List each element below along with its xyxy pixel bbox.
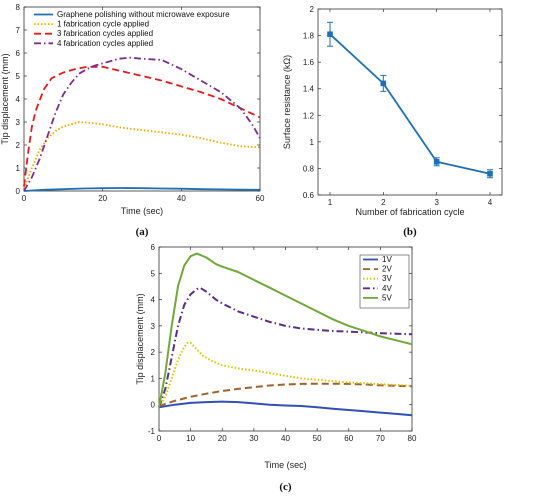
y-tick-label: 2 bbox=[16, 141, 21, 150]
x-tick-label: 30 bbox=[249, 434, 258, 443]
x-tick-label: 40 bbox=[177, 194, 186, 203]
y-tick-label: 0 bbox=[151, 401, 156, 410]
series-line bbox=[158, 252, 413, 408]
panel-label: (a) bbox=[136, 226, 149, 238]
y-tick-label: 7 bbox=[16, 26, 21, 35]
legend-label: 1 fabrication cycle applied bbox=[57, 20, 149, 29]
series-line bbox=[23, 65, 261, 187]
x-tick-label: 4 bbox=[488, 198, 493, 207]
legend-label: 5V bbox=[382, 293, 392, 302]
series-line bbox=[158, 286, 413, 408]
series-line bbox=[23, 121, 261, 190]
y-tick-label: 1.4 bbox=[303, 85, 315, 94]
data-point bbox=[487, 170, 493, 177]
legend-label: 3V bbox=[382, 274, 392, 283]
x-tick-label: 0 bbox=[157, 434, 162, 443]
y-tick-label: 4 bbox=[16, 95, 21, 104]
y-tick-label: 8 bbox=[16, 3, 21, 12]
panel-label: (c) bbox=[279, 481, 292, 493]
x-tick-label: 40 bbox=[281, 434, 290, 443]
series-line bbox=[23, 56, 261, 192]
x-axis-label: Time (sec) bbox=[121, 206, 163, 216]
legend: Graphene polishing without microwave exp… bbox=[31, 10, 256, 53]
data-point bbox=[327, 31, 333, 38]
y-axis-label: Surface resistance (kΩ) bbox=[282, 55, 292, 149]
y-tick-label: 1 bbox=[151, 374, 156, 383]
x-tick-label: 70 bbox=[376, 434, 385, 443]
data-point bbox=[433, 158, 440, 165]
series-line bbox=[158, 341, 413, 408]
x-tick-label: 60 bbox=[256, 194, 265, 203]
y-tick-label: 1.8 bbox=[303, 32, 315, 41]
x-tick-label: 20 bbox=[218, 434, 227, 443]
y-tick-label: 6 bbox=[16, 49, 21, 58]
y-tick-label: 2 bbox=[151, 348, 156, 357]
x-axis-label: Number of fabrication cycle bbox=[355, 207, 464, 217]
x-axis-label: Time (sec) bbox=[264, 460, 306, 470]
legend-label: Graphene polishing without microwave exp… bbox=[57, 10, 230, 19]
series-line bbox=[23, 187, 261, 192]
y-tick-label: 0.6 bbox=[303, 191, 315, 200]
x-tick-label: 3 bbox=[434, 198, 439, 207]
legend-label: 1V bbox=[382, 255, 392, 264]
x-tick-label: 1 bbox=[328, 198, 333, 207]
series-line bbox=[158, 382, 413, 407]
legend-label: 4V bbox=[382, 284, 392, 293]
y-tick-label: 0.8 bbox=[303, 164, 315, 173]
legend-label: 4 fabrication cycles applied bbox=[57, 39, 153, 48]
x-tick-label: 50 bbox=[313, 434, 322, 443]
chart-1: 0 20 40 60 0 1 2 3 4 5 6 7 8 Time (sec) Tip displaceme… bbox=[0, 3, 265, 238]
y-tick-label: 0 bbox=[16, 187, 21, 196]
legend-box bbox=[359, 254, 410, 309]
legend-label: 2V bbox=[382, 265, 392, 274]
panel-label: (b) bbox=[403, 226, 417, 238]
y-tick-label: -1 bbox=[148, 427, 156, 436]
y-axis-label: Tip displacement (mm) bbox=[135, 293, 145, 384]
series-line bbox=[329, 33, 491, 175]
y-tick-label: 1 bbox=[16, 164, 21, 173]
y-tick-label: 4 bbox=[151, 296, 156, 305]
y-tick-label: 3 bbox=[151, 322, 156, 331]
x-tick-label: 20 bbox=[98, 194, 107, 203]
series-line bbox=[158, 400, 413, 417]
y-tick-label: 2 bbox=[310, 5, 315, 14]
y-tick-label: 5 bbox=[151, 269, 156, 278]
x-tick-label: 80 bbox=[408, 434, 417, 443]
y-tick-label: 3 bbox=[16, 118, 21, 127]
x-tick-label: 0 bbox=[22, 194, 27, 203]
legend-label: 3 fabrication cycles applied bbox=[57, 29, 153, 38]
y-tick-label: 6 bbox=[151, 243, 156, 252]
y-tick-label: 5 bbox=[16, 72, 21, 81]
plot-frame bbox=[317, 8, 503, 196]
x-tick-label: 60 bbox=[344, 434, 353, 443]
legend-box bbox=[31, 10, 256, 53]
y-tick-label: 1.6 bbox=[303, 58, 315, 67]
x-tick-label: 2 bbox=[381, 198, 386, 207]
y-tick-label: 1.2 bbox=[303, 111, 315, 120]
y-tick-label: 1 bbox=[310, 138, 315, 147]
y-axis-label: Tip displacement (mm) bbox=[0, 53, 10, 144]
x-tick-label: 10 bbox=[186, 434, 195, 443]
data-point bbox=[380, 80, 387, 87]
